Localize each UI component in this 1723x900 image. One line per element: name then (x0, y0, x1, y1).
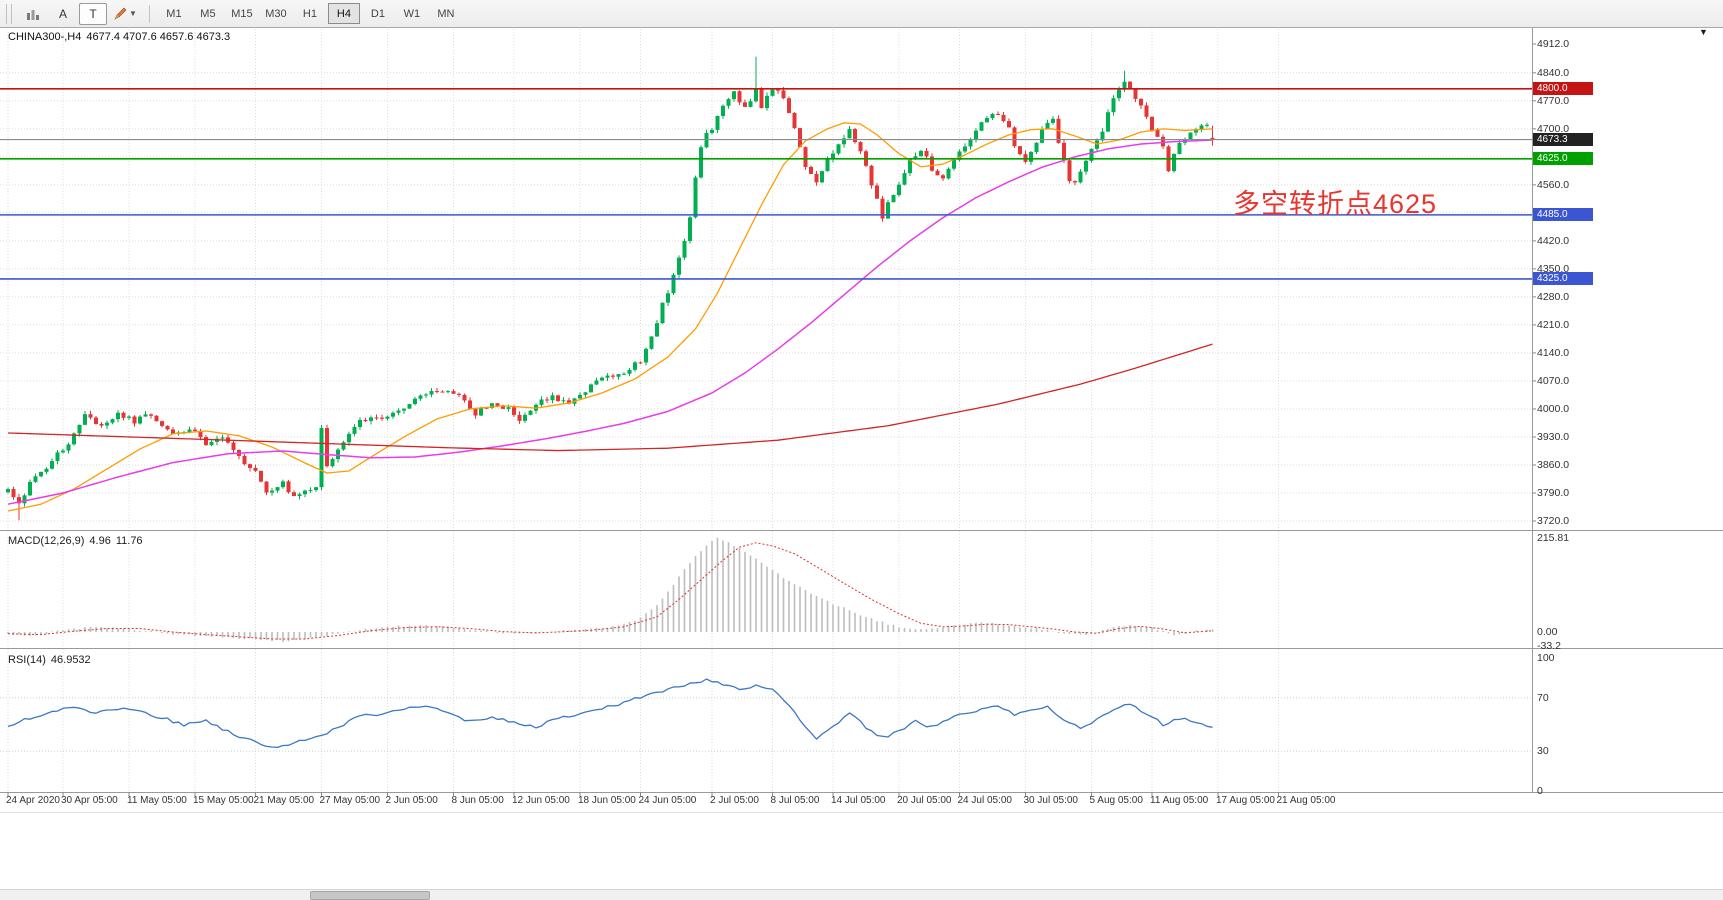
bar-chart-icon (27, 9, 39, 20)
macd-main-value: 4.96 (89, 535, 111, 547)
rsi-name: RSI(14) (8, 654, 46, 666)
timeframe-button-mn[interactable]: MN (437, 7, 455, 20)
chart-title: CHINA300-,H4 4677.4 4707.6 4657.6 4673.3 (8, 31, 230, 43)
text-label-button[interactable]: A (58, 6, 67, 21)
chart-shift-marker-icon[interactable]: ▼ (1699, 27, 1708, 37)
drawing-tools-button[interactable]: ▼ (109, 3, 141, 25)
timeframe-button-m1[interactable]: M1 (166, 7, 182, 20)
dropdown-caret-icon: ▼ (129, 9, 137, 18)
timeframe-button-w1[interactable]: W1 (403, 7, 421, 20)
timeframe-button-m15[interactable]: M15 (231, 7, 253, 20)
horizontal-scrollbar[interactable] (0, 889, 1723, 900)
timeframe-button-h4[interactable]: H4 (327, 3, 360, 24)
crayon-icon (114, 7, 127, 20)
timeframe-button-m5[interactable]: M5 (200, 7, 216, 20)
text-tool-button[interactable]: T (79, 2, 107, 25)
timeframe-button-h1[interactable]: H1 (302, 7, 317, 20)
toolbar-separator (148, 4, 150, 23)
chart-annotation: 多空转折点4625 (1233, 189, 1438, 219)
rsi-label: RSI(14) 46.9532 (8, 654, 91, 666)
chart-symbol-timeframe: CHINA300-,H4 (8, 31, 82, 43)
chart-ohlc-values: 4677.4 4707.6 4657.6 4673.3 (86, 31, 231, 43)
macd-signal-value: 11.76 (115, 535, 143, 547)
timeframe-group: M1 M5 M15 M30 H1 H4 D1 W1 MN (157, 3, 463, 24)
toolbar-drag-handle[interactable] (6, 3, 12, 24)
rsi-value: 46.9532 (50, 654, 91, 666)
chart-mode-button[interactable] (19, 3, 47, 25)
timeframe-button-d1[interactable]: D1 (370, 7, 385, 20)
macd-label: MACD(12,26,9) 4.96 11.76 (8, 535, 143, 547)
toolbar: A T ▼ M1 M5 M15 M30 H1 H4 D1 W1 MN (0, 0, 1723, 28)
macd-name: MACD(12,26,9) (8, 535, 85, 547)
timeframe-button-m30[interactable]: M30 (265, 7, 287, 20)
